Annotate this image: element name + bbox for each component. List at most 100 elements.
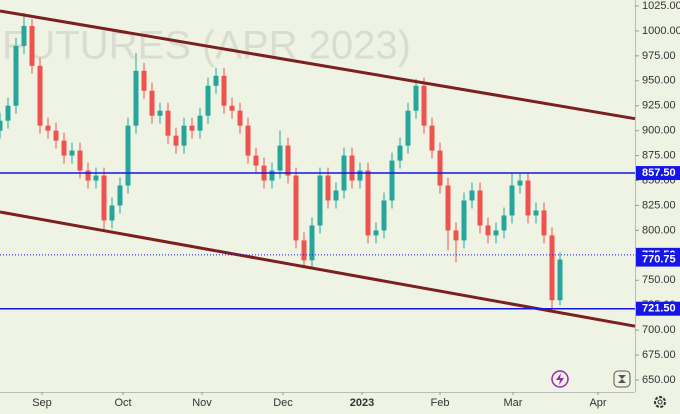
candle-body bbox=[333, 190, 339, 201]
candle-body bbox=[389, 160, 395, 201]
candle-body bbox=[509, 185, 515, 216]
candle-body bbox=[357, 170, 363, 181]
candle-body bbox=[13, 45, 19, 106]
x-tick-label: Mar bbox=[504, 397, 523, 409]
candle-body bbox=[477, 190, 483, 226]
candle-body bbox=[277, 145, 283, 171]
y-tick-label: 800.00 bbox=[642, 224, 676, 236]
candle-body bbox=[437, 150, 443, 186]
candle-body bbox=[221, 75, 227, 106]
candle-body bbox=[125, 125, 131, 186]
y-tick-label: 875.00 bbox=[642, 150, 676, 162]
y-tick-label: 675.00 bbox=[642, 349, 676, 361]
candle-body bbox=[549, 235, 555, 301]
candle-body bbox=[109, 205, 115, 221]
candle-body bbox=[485, 225, 491, 236]
candle-body bbox=[397, 145, 403, 161]
lightning-icon[interactable] bbox=[551, 370, 569, 388]
candle-body bbox=[117, 185, 123, 206]
level-label: 770.75 bbox=[642, 253, 676, 265]
candle-body bbox=[453, 230, 459, 241]
candle-body bbox=[29, 25, 35, 66]
candle-body bbox=[405, 110, 411, 146]
candle-body bbox=[525, 180, 531, 216]
candle-body bbox=[61, 140, 67, 156]
candle-body bbox=[133, 70, 139, 126]
candle-body bbox=[365, 170, 371, 236]
candle-body bbox=[141, 70, 147, 91]
candle-body bbox=[77, 150, 83, 171]
candle-body bbox=[285, 145, 291, 176]
candle-body bbox=[189, 125, 195, 131]
candle-body bbox=[317, 175, 323, 226]
y-tick-label: 950.00 bbox=[642, 75, 676, 87]
candle-body bbox=[493, 230, 499, 236]
candle-body bbox=[237, 110, 243, 126]
candle-body bbox=[517, 180, 523, 186]
y-tick-label: 650.00 bbox=[642, 374, 676, 386]
y-tick-label: 1025.00 bbox=[642, 0, 680, 12]
candle-body bbox=[197, 115, 203, 131]
x-tick-label: Oct bbox=[114, 397, 131, 409]
y-tick-label: 900.00 bbox=[642, 125, 676, 137]
hourglass-icon[interactable] bbox=[613, 370, 631, 388]
candle-body bbox=[469, 190, 475, 201]
candle-body bbox=[205, 85, 211, 116]
level-label: 721.50 bbox=[642, 303, 676, 315]
level-label-box bbox=[636, 166, 680, 181]
candle-body bbox=[373, 230, 379, 236]
trend-line bbox=[0, 9, 636, 121]
candle-body bbox=[229, 105, 235, 111]
candle-body bbox=[533, 210, 539, 216]
candle-body bbox=[429, 125, 435, 151]
level-label-box bbox=[636, 252, 680, 267]
candle-body bbox=[93, 175, 99, 181]
candle-body bbox=[557, 259, 563, 301]
y-tick-label: 975.00 bbox=[642, 50, 676, 62]
x-tick-label: Dec bbox=[273, 397, 293, 409]
x-tick-label: Sep bbox=[32, 397, 52, 409]
candle-body bbox=[101, 175, 107, 221]
x-tick-label: 2023 bbox=[350, 397, 374, 409]
candle-body bbox=[245, 125, 251, 156]
candle-body bbox=[381, 200, 387, 231]
candle-body bbox=[501, 215, 507, 231]
candle-body bbox=[53, 130, 59, 141]
candle-body bbox=[445, 185, 451, 231]
candle-body bbox=[253, 155, 259, 166]
y-tick-label: 925.00 bbox=[642, 100, 676, 112]
candle-body bbox=[181, 125, 187, 146]
candle-body bbox=[45, 125, 51, 131]
y-tick-label: 1000.00 bbox=[642, 25, 680, 37]
candle-body bbox=[85, 170, 91, 181]
candle-body bbox=[309, 225, 315, 261]
candle-body bbox=[157, 110, 163, 116]
y-tick-label: 750.00 bbox=[642, 274, 676, 286]
candle-body bbox=[149, 90, 155, 116]
candle-body bbox=[213, 75, 219, 86]
candle-body bbox=[165, 110, 171, 136]
candle-body bbox=[69, 150, 75, 156]
trend-line bbox=[0, 210, 636, 328]
candle-body bbox=[325, 175, 331, 201]
candle-body bbox=[349, 155, 355, 181]
candle-body bbox=[301, 240, 307, 261]
candle-body bbox=[21, 25, 27, 46]
y-tick-label: 825.00 bbox=[642, 199, 676, 211]
y-tick-label: 700.00 bbox=[642, 324, 676, 336]
candle-body bbox=[37, 65, 43, 126]
candle-body bbox=[421, 85, 427, 126]
settings-icon[interactable] bbox=[654, 396, 666, 408]
candle-body bbox=[461, 200, 467, 241]
x-tick-label: Feb bbox=[431, 397, 450, 409]
x-tick-label: Apr bbox=[589, 397, 606, 409]
candle-body bbox=[293, 175, 299, 241]
level-label-box bbox=[636, 301, 680, 316]
x-tick-label: Nov bbox=[192, 397, 212, 409]
candle-body bbox=[5, 105, 11, 121]
candle-body bbox=[413, 85, 419, 111]
candle-body bbox=[269, 170, 275, 181]
level-label: 857.50 bbox=[642, 167, 676, 179]
candle-body bbox=[173, 135, 179, 146]
